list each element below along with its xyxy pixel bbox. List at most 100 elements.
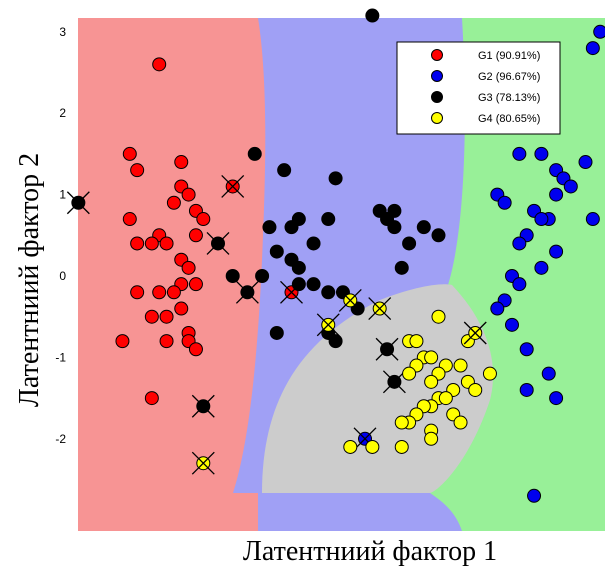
legend: G1 (90.91%) G2 (96.67%) G3 (78.13%) G4 (80.… bbox=[396, 41, 561, 135]
data-point bbox=[277, 163, 292, 178]
data-point bbox=[269, 244, 284, 259]
data-point bbox=[144, 391, 159, 406]
data-point bbox=[166, 285, 181, 300]
y-tick-label: 0 bbox=[59, 269, 66, 283]
y-tick-label: 1 bbox=[59, 188, 66, 202]
misclassified-point bbox=[375, 337, 399, 361]
y-axis-label: Латентниий фактор 2 bbox=[14, 153, 45, 407]
data-point bbox=[130, 163, 145, 178]
data-point bbox=[247, 146, 262, 161]
misclassified-point bbox=[221, 175, 245, 198]
y-tick-label: 3 bbox=[59, 25, 66, 39]
misclassified-point bbox=[338, 288, 362, 312]
data-point bbox=[549, 244, 564, 259]
data-point bbox=[122, 212, 137, 227]
data-point bbox=[512, 146, 527, 161]
data-point bbox=[424, 374, 439, 389]
data-point bbox=[115, 334, 130, 349]
data-point bbox=[424, 350, 439, 365]
data-point bbox=[306, 277, 321, 292]
misclassified-point bbox=[235, 280, 259, 304]
data-point bbox=[365, 439, 380, 454]
misclassified-point bbox=[316, 313, 340, 337]
data-point bbox=[321, 285, 336, 300]
data-point bbox=[321, 212, 336, 227]
data-point bbox=[512, 277, 527, 292]
data-point bbox=[453, 415, 468, 430]
x-axis-label: Латентниий фактор 1 bbox=[243, 536, 497, 567]
y-tick-label: -1 bbox=[55, 350, 66, 364]
data-point bbox=[159, 309, 174, 324]
data-point bbox=[365, 8, 380, 23]
data-point bbox=[181, 187, 196, 202]
data-point bbox=[549, 391, 564, 406]
data-point bbox=[159, 334, 174, 349]
data-point bbox=[431, 309, 446, 324]
data-point bbox=[578, 155, 593, 170]
data-point bbox=[394, 260, 409, 275]
data-point bbox=[174, 155, 189, 170]
data-point bbox=[585, 212, 600, 227]
data-point bbox=[196, 212, 211, 227]
data-point bbox=[188, 228, 203, 243]
data-point bbox=[130, 236, 145, 251]
legend-label: G1 (90.91%) bbox=[478, 50, 540, 62]
data-point bbox=[453, 358, 468, 373]
data-point bbox=[181, 260, 196, 275]
data-point bbox=[343, 439, 358, 454]
data-point bbox=[490, 301, 505, 316]
data-points bbox=[66, 8, 605, 503]
misclassified-point bbox=[368, 297, 392, 321]
data-point bbox=[438, 391, 453, 406]
data-point bbox=[306, 236, 321, 251]
data-point bbox=[519, 342, 534, 357]
y-tick-label: 2 bbox=[59, 106, 66, 120]
data-point bbox=[152, 57, 167, 72]
data-point bbox=[519, 382, 534, 397]
data-point bbox=[269, 325, 284, 340]
data-point bbox=[394, 415, 409, 430]
data-point bbox=[402, 366, 417, 381]
data-point bbox=[534, 212, 549, 227]
data-point bbox=[534, 260, 549, 275]
data-point bbox=[174, 301, 189, 316]
legend-label: G3 (78.13%) bbox=[478, 92, 540, 104]
data-point bbox=[144, 236, 159, 251]
data-point bbox=[262, 220, 277, 235]
legend-marker bbox=[431, 112, 443, 124]
data-point bbox=[152, 285, 167, 300]
misclassified-point bbox=[66, 191, 90, 215]
legend-marker bbox=[431, 49, 443, 61]
legend-label: G4 (80.65%) bbox=[478, 113, 540, 125]
data-point bbox=[144, 309, 159, 324]
y-tick-label: -2 bbox=[55, 432, 66, 446]
data-point bbox=[534, 146, 549, 161]
data-point bbox=[563, 179, 578, 194]
misclassified-point bbox=[463, 321, 487, 345]
data-point bbox=[188, 342, 203, 357]
data-point bbox=[585, 41, 600, 56]
data-point bbox=[188, 277, 203, 292]
data-point bbox=[328, 171, 343, 186]
data-point bbox=[468, 382, 483, 397]
misclassified-point bbox=[206, 231, 230, 255]
region-red bbox=[78, 18, 266, 531]
legend-box bbox=[396, 41, 561, 135]
data-point bbox=[424, 431, 439, 446]
data-point bbox=[291, 277, 306, 292]
data-point bbox=[284, 220, 299, 235]
data-point bbox=[225, 269, 240, 283]
misclassified-point bbox=[191, 451, 215, 475]
misclassified-point bbox=[191, 394, 215, 418]
y-ticks: 3 2 1 0 -1 -2 bbox=[55, 25, 66, 446]
data-point bbox=[497, 195, 512, 210]
data-point bbox=[593, 24, 605, 39]
data-point bbox=[402, 236, 417, 251]
data-point bbox=[416, 220, 431, 235]
data-point bbox=[122, 146, 137, 161]
data-point bbox=[166, 195, 181, 210]
data-point bbox=[291, 260, 306, 275]
data-point bbox=[130, 285, 145, 300]
data-point bbox=[482, 366, 497, 381]
